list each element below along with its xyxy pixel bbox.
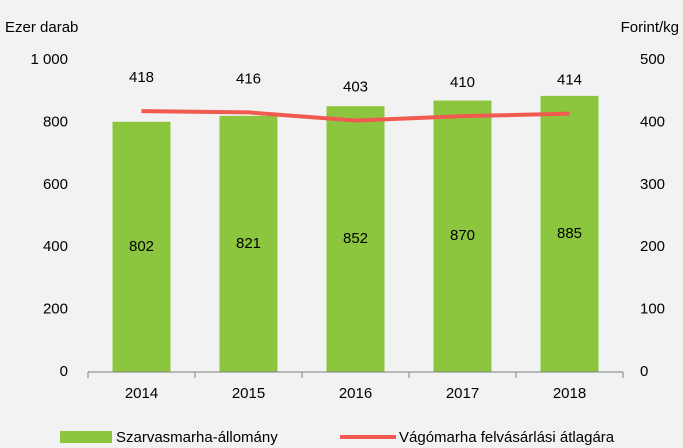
bar [326, 106, 385, 373]
x-tick-label: 2018 [553, 385, 586, 402]
legend-label: Szarvasmarha-állomány [116, 429, 278, 446]
line-value-label: 416 [236, 70, 261, 87]
bar-value-label: 885 [557, 225, 582, 242]
y-tick-label: 600 [43, 176, 68, 193]
y-tick-label: 400 [43, 238, 68, 255]
y2-tick-label: 400 [640, 113, 665, 130]
x-tick-label: 2016 [339, 385, 372, 402]
bar [112, 121, 171, 372]
y-axis-title: Ezer darab [5, 19, 78, 36]
bar-value-label: 852 [343, 230, 368, 247]
y2-tick-label: 200 [640, 238, 665, 255]
y2-tick-label: 100 [640, 301, 665, 318]
y2-tick-label: 300 [640, 176, 665, 193]
bar-value-label: 870 [450, 227, 475, 244]
y2-axis-title: Forint/kg [621, 19, 679, 36]
y-tick-label: 0 [60, 363, 68, 380]
bar-value-label: 802 [129, 238, 154, 255]
legend-label: Vágómarha felvásárlási átlagára [399, 429, 615, 446]
y2-tick-label: 500 [640, 51, 665, 68]
bar [433, 100, 492, 372]
y-tick-label: 200 [43, 301, 68, 318]
bar-value-label: 821 [236, 235, 261, 252]
x-tick-label: 2014 [125, 385, 158, 402]
legend-swatch [60, 431, 112, 443]
x-tick-label: 2015 [232, 385, 265, 402]
y-tick-label: 800 [43, 113, 68, 130]
x-tick-label: 2017 [446, 385, 479, 402]
y2-tick-label: 0 [640, 363, 648, 380]
bar [219, 115, 278, 373]
line-series [141, 109, 570, 123]
line-value-label: 418 [129, 69, 154, 86]
line-value-label: 414 [557, 72, 582, 89]
line-value-label: 403 [343, 78, 368, 95]
y-tick-label: 1 000 [30, 51, 68, 68]
bar [540, 95, 599, 372]
line-value-label: 410 [450, 74, 475, 91]
